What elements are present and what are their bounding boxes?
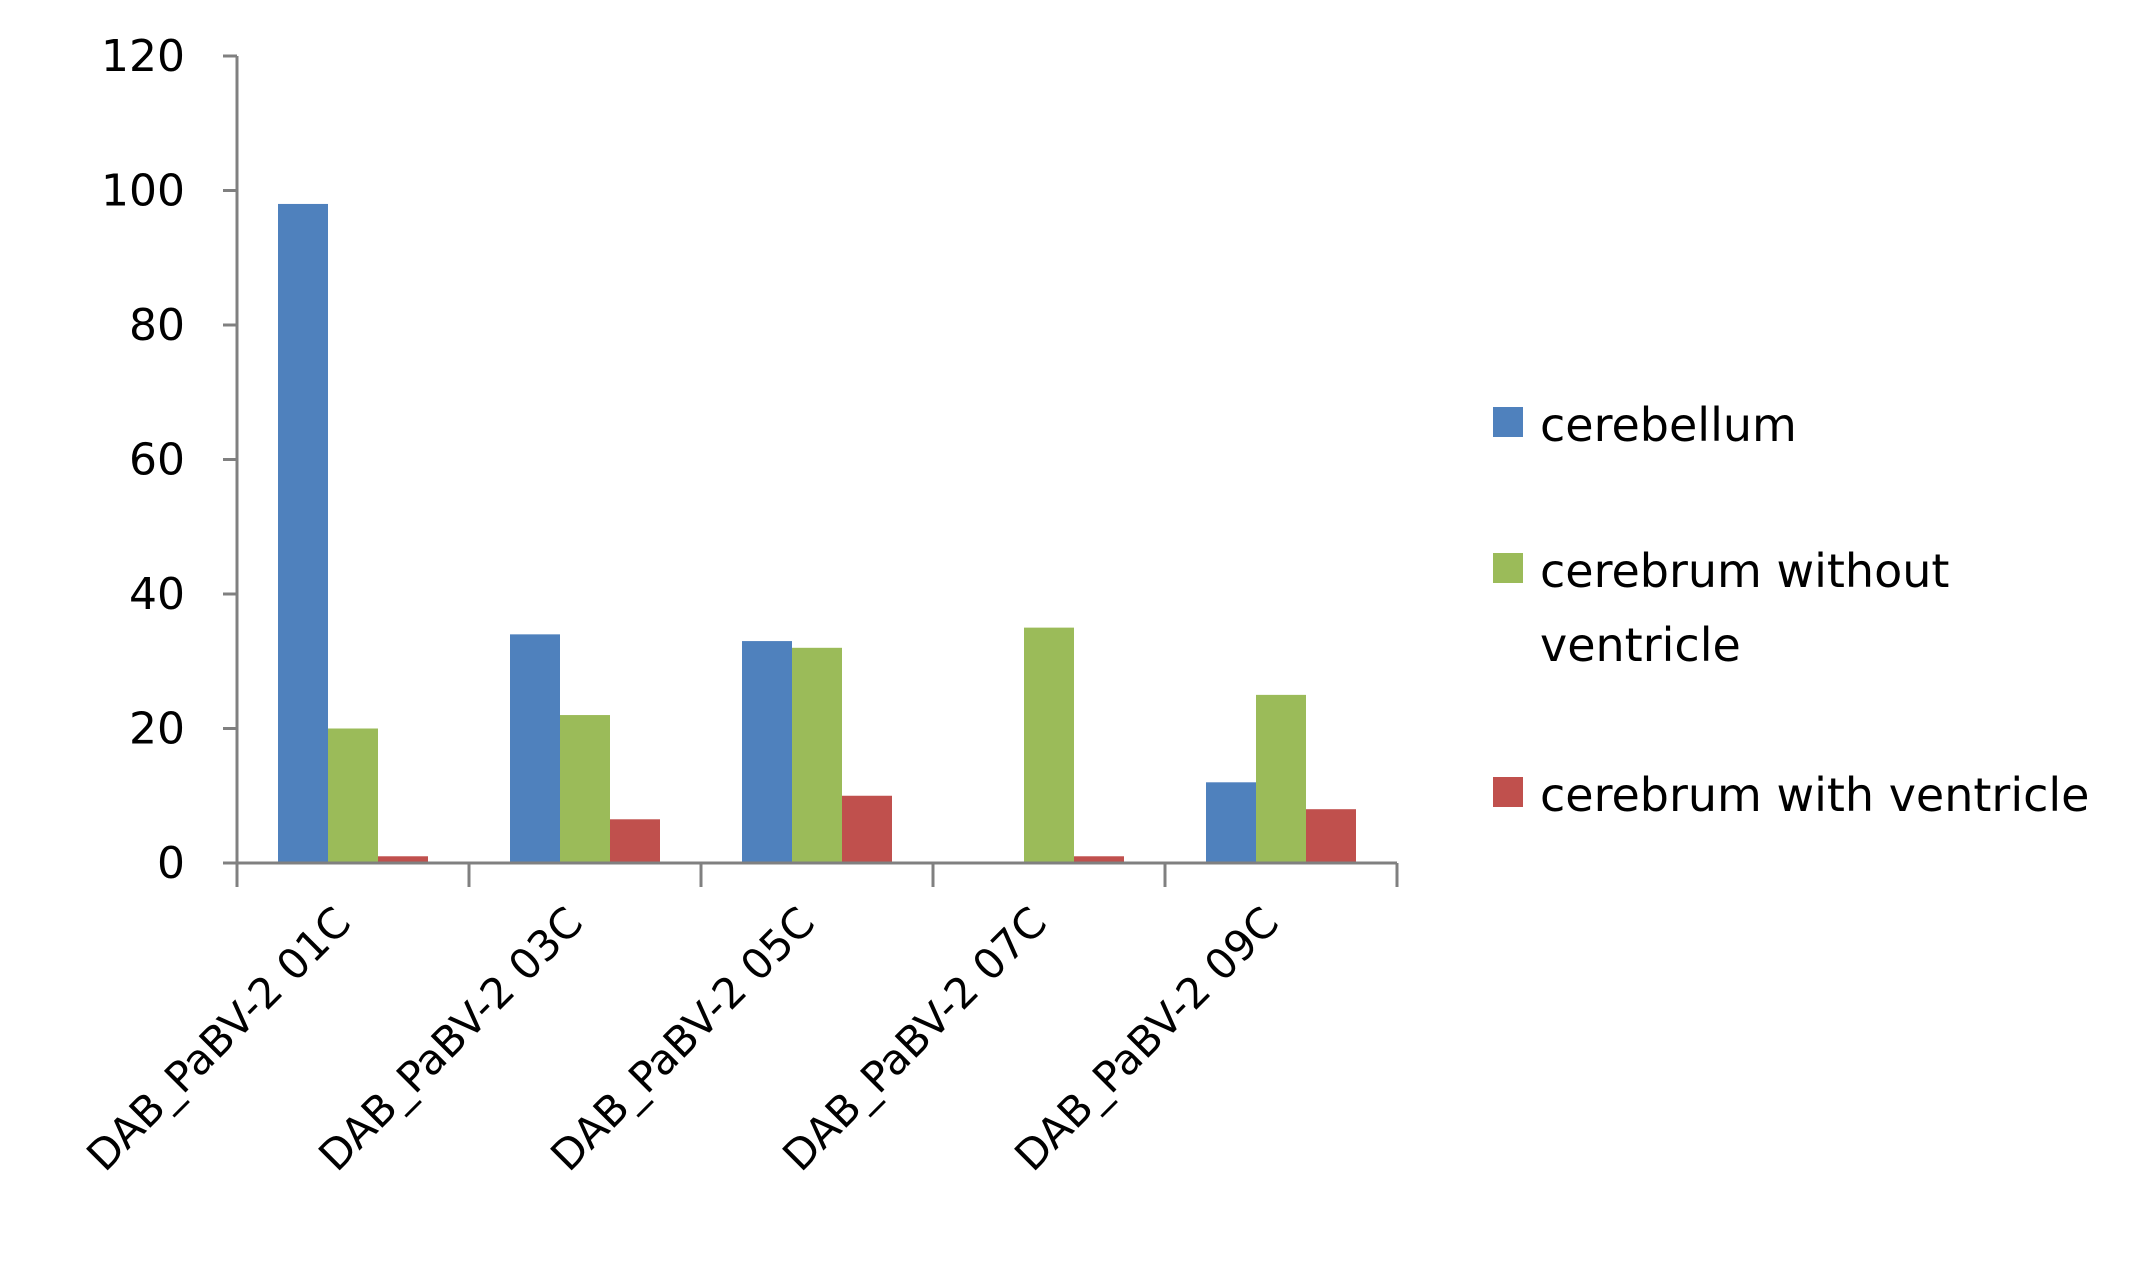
legend-swatch <box>1493 777 1523 807</box>
bar <box>1206 782 1256 863</box>
legend-label: cerebrum with ventricle <box>1540 768 2089 822</box>
bar <box>1306 809 1356 863</box>
y-tick-label: 120 <box>101 31 185 82</box>
bar <box>742 641 792 863</box>
y-tick-label: 40 <box>129 569 185 620</box>
y-tick-label: 0 <box>157 838 185 889</box>
bar <box>842 795 892 863</box>
y-axis-ticks: 0 20 40 60 80 100 120 <box>101 31 237 889</box>
y-tick-label: 80 <box>129 300 185 351</box>
bars <box>278 203 1356 863</box>
bar <box>1074 856 1124 863</box>
bar <box>560 715 610 863</box>
x-axis-ticks <box>235 863 1399 887</box>
legend-swatch <box>1493 553 1523 583</box>
legend-label: cerebellum <box>1540 398 1797 452</box>
bar <box>1024 627 1074 863</box>
y-tick-label: 100 <box>101 166 185 217</box>
legend-label: ventricle <box>1540 618 1741 672</box>
bar <box>510 634 560 863</box>
bar <box>792 647 842 863</box>
legend: cerebellum cerebrum without ventricle cereb… <box>1493 398 2089 822</box>
bar <box>278 203 328 863</box>
bar <box>378 856 428 863</box>
bar <box>1256 694 1306 863</box>
legend-swatch <box>1493 407 1523 437</box>
bar <box>328 728 378 863</box>
y-tick-label: 60 <box>129 435 185 486</box>
legend-label: cerebrum without <box>1540 544 1949 598</box>
y-tick-label: 20 <box>129 704 185 755</box>
bar <box>610 819 660 863</box>
